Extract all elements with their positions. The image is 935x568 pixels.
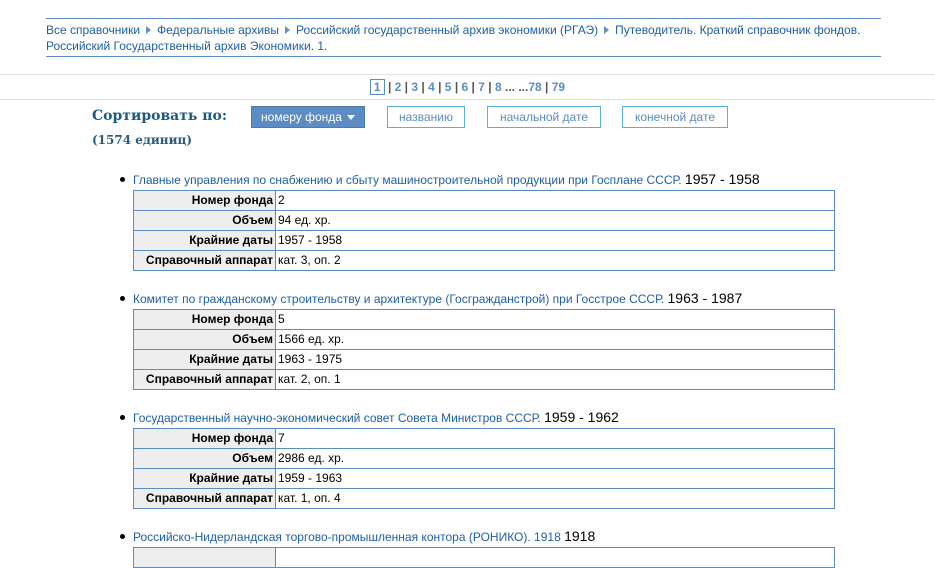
table-row: Крайние даты 1957 - 1958 (133, 230, 835, 251)
arrow-right-icon (146, 26, 152, 34)
breadcrumb-guide[interactable]: Путеводитель. Краткий справочник фондов.… (46, 23, 861, 53)
field-value: 1959 - 1963 (275, 468, 835, 489)
arrow-right-icon (285, 26, 291, 34)
field-value: кат. 3, оп. 2 (275, 250, 835, 271)
field-label: Объем (133, 448, 276, 469)
field-label: Объем (133, 329, 276, 350)
field-label: Номер фонда (133, 309, 276, 330)
page-link[interactable]: 7 (478, 80, 485, 94)
field-value: 94 ед. хр. (275, 210, 835, 231)
sort-by-start-date-button[interactable]: начальной дате (487, 106, 601, 128)
fund-title-link[interactable]: Главные управления по снабжению и сбыту … (133, 173, 682, 187)
table-row (133, 547, 835, 568)
field-label: Справочный аппарат (133, 250, 276, 271)
arrow-right-icon (604, 26, 610, 34)
result-count: (1574 единиц) (92, 133, 193, 147)
field-value: 1566 ед. хр. (275, 329, 835, 350)
page-link[interactable]: 79 (551, 80, 566, 94)
fund-item: Российско-Нидерландская торгово-промышле… (118, 528, 838, 568)
breadcrumb-rgae[interactable]: Российский государственный архив экономи… (296, 23, 599, 37)
table-row: Объем 2986 ед. хр. (133, 448, 835, 469)
field-value: 2 (275, 190, 835, 211)
page-link[interactable]: 5 (444, 80, 452, 94)
fund-title-link[interactable]: Российско-Нидерландская торгово-промышле… (133, 530, 561, 544)
field-label: Справочный аппарат (133, 488, 276, 509)
sort-label: Сортировать по: (92, 108, 228, 124)
breadcrumb-all[interactable]: Все справочники (46, 23, 141, 37)
page-link[interactable]: 2 (394, 80, 402, 94)
table-row: Объем 1566 ед. хр. (133, 329, 835, 350)
page-link[interactable]: 3 (411, 80, 419, 94)
field-label: Справочный аппарат (133, 369, 276, 390)
field-value: 2986 ед. хр. (275, 448, 835, 469)
field-value: 1957 - 1958 (275, 230, 835, 251)
field-value: 1963 - 1975 (275, 349, 835, 370)
table-row: Справочный аппарат кат. 1, оп. 4 (133, 488, 835, 509)
breadcrumb-federal[interactable]: Федеральные архивы (157, 23, 280, 37)
pagination: 1 | 2 | 3 | 4 | 5 | 6 | 7 | 8 ... ...78 … (0, 74, 935, 100)
field-value: кат. 1, оп. 4 (275, 488, 835, 509)
fund-years: 1963 - 1987 (667, 290, 743, 306)
field-label: Объем (133, 210, 276, 231)
sort-by-end-date-button[interactable]: конечной дате (622, 106, 728, 128)
fund-years: 1957 - 1958 (684, 171, 760, 187)
fund-item: Государственный научно-экономический сов… (118, 409, 838, 509)
table-row: Объем 94 ед. хр. (133, 210, 835, 231)
page-ellipsis: ... ... (504, 80, 529, 94)
table-row: Номер фонда 5 (133, 309, 835, 330)
table-row: Справочный аппарат кат. 2, оп. 1 (133, 369, 835, 390)
fund-details-table: Номер фонда 2 Объем 94 ед. хр. Крайние даты 1… (133, 190, 835, 271)
fund-item: Комитет по гражданскому строительству и … (118, 290, 838, 390)
table-row: Номер фонда 7 (133, 428, 835, 449)
fund-details-table: Номер фонда 7 Объем 2986 ед. хр. Крайние дат… (133, 428, 835, 509)
page-link[interactable]: 6 (461, 80, 469, 94)
fund-details-table: Номер фонда 5 Объем 1566 ед. хр. Крайние дат… (133, 309, 835, 390)
fund-title-link[interactable]: Государственный научно-экономический сов… (133, 411, 541, 425)
field-value: 7 (275, 428, 835, 449)
table-row: Крайние даты 1959 - 1963 (133, 468, 835, 489)
page-link[interactable]: 4 (428, 80, 435, 94)
sort-option-label: номеру фонда (261, 110, 342, 124)
sort-by-number-button[interactable]: номеру фонда (251, 106, 365, 128)
page-link[interactable]: 78 (528, 80, 542, 94)
field-value: кат. 2, оп. 1 (275, 369, 835, 390)
table-row: Справочный аппарат кат. 3, оп. 2 (133, 250, 835, 271)
fund-years: 1959 - 1962 (544, 409, 619, 425)
field-label: Номер фонда (133, 428, 276, 449)
field-label (133, 547, 276, 568)
page-link[interactable]: 8 (494, 80, 502, 94)
table-row: Номер фонда 2 (133, 190, 835, 211)
fund-years: 1918 (564, 528, 596, 544)
caret-down-icon (346, 115, 355, 120)
field-value: 5 (275, 309, 835, 330)
breadcrumb: Все справочники Федеральные архивы Российс… (46, 18, 881, 57)
field-label: Крайние даты (133, 230, 276, 251)
table-row: Крайние даты 1963 - 1975 (133, 349, 835, 370)
fund-title-link[interactable]: Комитет по гражданскому строительству и … (133, 292, 665, 306)
fund-details-table (133, 547, 835, 568)
field-label: Крайние даты (133, 349, 276, 370)
page-current: 1 (369, 79, 385, 95)
field-label: Номер фонда (133, 190, 276, 211)
fund-item: Главные управления по снабжению и сбыту … (118, 171, 838, 271)
field-label: Крайние даты (133, 468, 276, 489)
field-value (275, 547, 835, 568)
sort-by-name-button[interactable]: названию (387, 106, 465, 128)
